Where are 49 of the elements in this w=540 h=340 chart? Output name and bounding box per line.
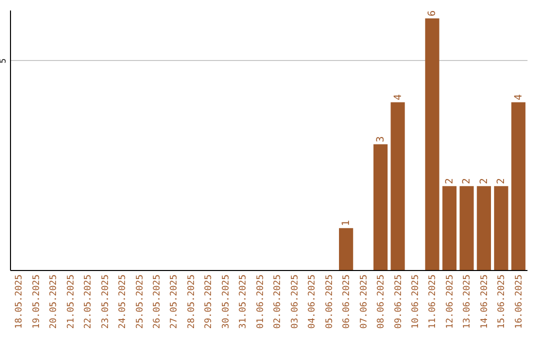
x-tick-label: 16.06.2025 xyxy=(514,274,524,329)
data-label: 1 xyxy=(341,220,352,226)
bar xyxy=(425,18,440,270)
bar xyxy=(494,186,508,270)
bar xyxy=(338,228,354,270)
x-tick-label: 01.06.2025 xyxy=(256,274,266,329)
x-tick-label: 19.05.2025 xyxy=(32,274,42,329)
x-tick-label: 04.06.2025 xyxy=(308,274,318,329)
x-tick-label: 09.06.2025 xyxy=(394,274,404,329)
data-label: 2 xyxy=(462,178,473,184)
x-tick-label: 28.05.2025 xyxy=(186,274,197,329)
x-tick-label: 29.05.2025 xyxy=(204,274,214,329)
x-tick-label: 11.06.2025 xyxy=(428,274,438,329)
x-tick-label: 20.05.2025 xyxy=(49,274,60,329)
bar xyxy=(476,186,491,270)
bar xyxy=(460,186,474,270)
x-tick-label: 30.05.2025 xyxy=(221,274,232,329)
x-tick-label: 26.05.2025 xyxy=(152,274,162,329)
x-tick-label: 10.06.2025 xyxy=(410,274,421,329)
bar xyxy=(511,102,526,270)
x-tick-label: 31.05.2025 xyxy=(238,274,249,329)
x-tick-label: 23.05.2025 xyxy=(100,274,111,329)
data-label: 6 xyxy=(427,10,438,16)
data-label: 3 xyxy=(376,136,387,142)
data-label: 2 xyxy=(444,178,456,184)
x-tick-label: 25.05.2025 xyxy=(135,274,146,329)
bar xyxy=(442,186,457,270)
x-tick-label: 14.06.2025 xyxy=(480,274,490,329)
data-label: 4 xyxy=(513,94,524,100)
x-tick-label: 22.05.2025 xyxy=(84,274,94,329)
x-tick-label: 03.06.2025 xyxy=(290,274,300,329)
x-tick-label: 18.05.2025 xyxy=(14,274,25,329)
y-tick-label: 5 xyxy=(0,58,8,64)
x-tick-label: 02.06.2025 xyxy=(273,274,284,329)
x-tick-label: 21.05.2025 xyxy=(66,274,76,329)
x-tick-label: 06.06.2025 xyxy=(342,274,352,329)
x-tick-label: 12.06.2025 xyxy=(445,274,456,329)
bar xyxy=(390,102,405,270)
x-tick-label: 24.05.2025 xyxy=(118,274,128,329)
data-label: 2 xyxy=(478,178,490,184)
bar xyxy=(373,144,388,270)
x-tick-label: 15.06.2025 xyxy=(497,274,508,329)
data-label: 4 xyxy=(392,94,404,100)
data-label: 2 xyxy=(496,178,508,184)
x-tick-label: 07.06.2025 xyxy=(359,274,370,329)
x-tick-label: 13.06.2025 xyxy=(462,274,473,329)
x-tick-label: 27.05.2025 xyxy=(170,274,180,329)
x-tick-label: 08.06.2025 xyxy=(376,274,387,329)
x-tick-label: 05.06.2025 xyxy=(324,274,335,329)
